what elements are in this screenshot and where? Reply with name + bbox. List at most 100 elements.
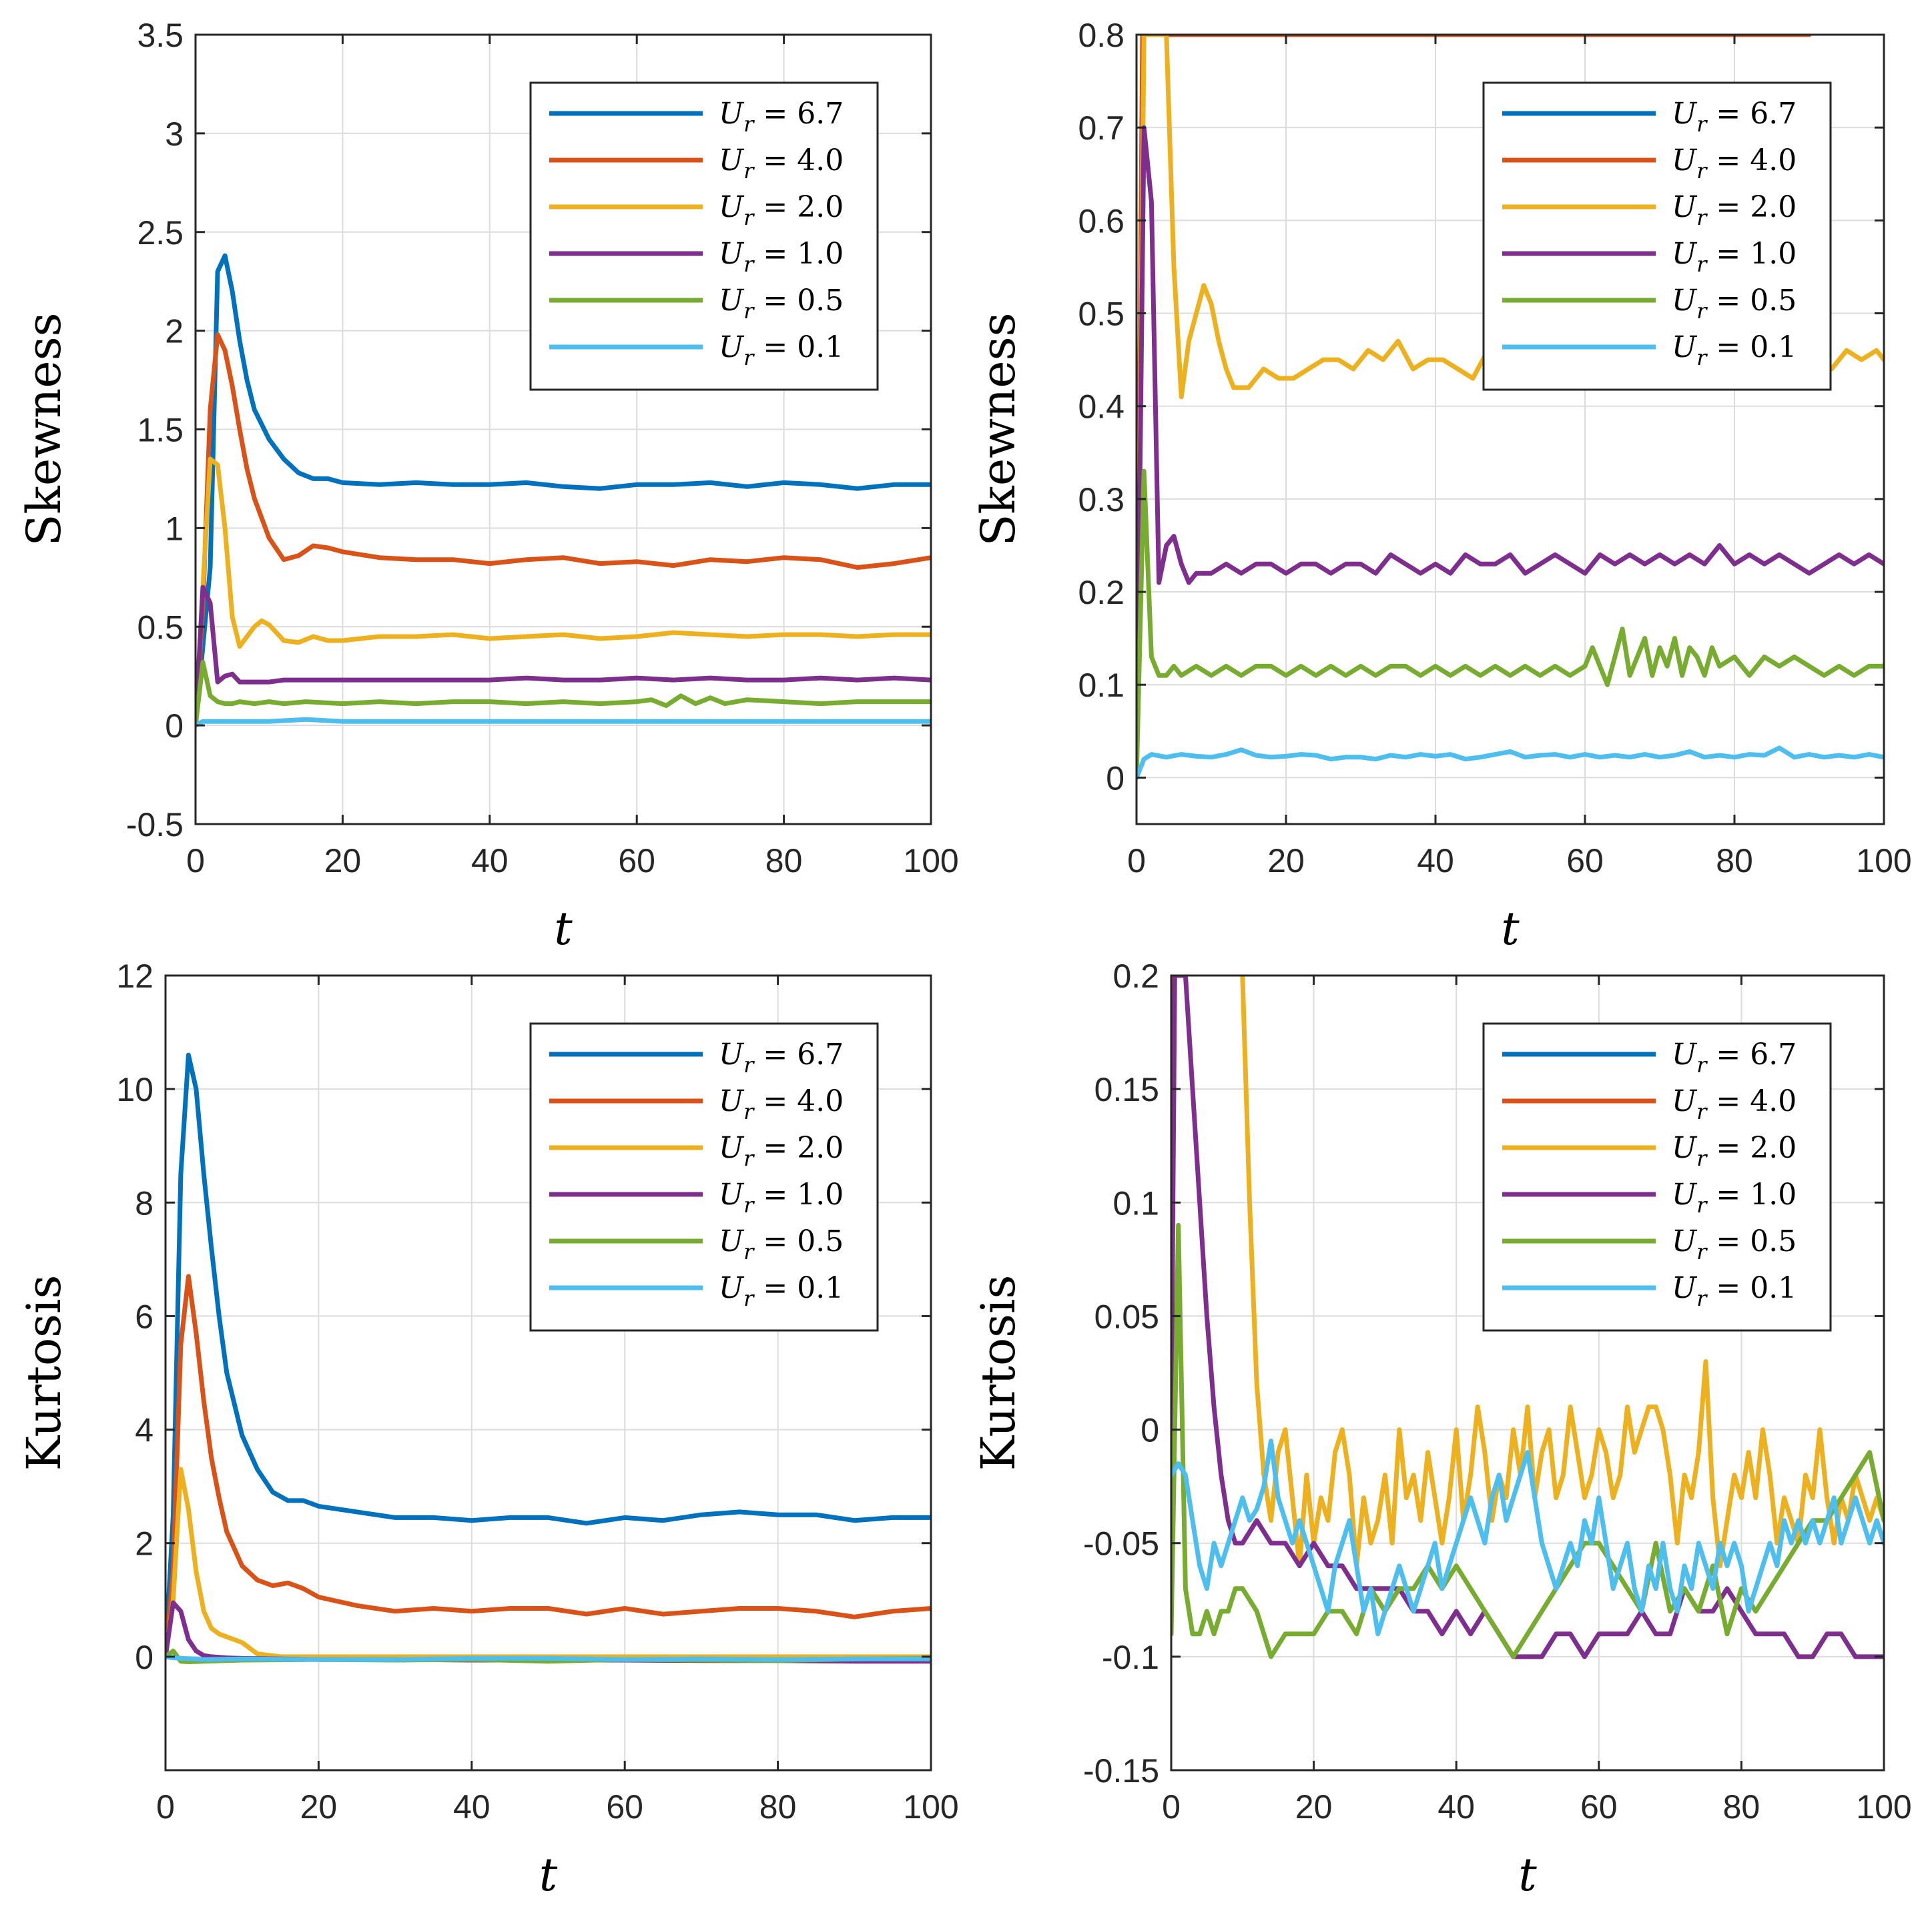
y-tick-label: 8 [135,1184,153,1222]
y-tick-label: 6 [135,1298,153,1335]
legend-value: = 1.0 [753,237,844,271]
x-tick-label: 100 [1856,1788,1911,1826]
y-tick-label: 0.15 [1094,1071,1159,1108]
legend-subscript: r [743,111,755,137]
series-line [1137,745,1884,780]
y-tick-label: -0.15 [1083,1752,1159,1790]
legend-symbol: U [719,190,745,224]
legend-subscript: r [1696,205,1708,230]
legend-subscript: r [1696,111,1708,137]
x-tick-label: 20 [324,842,362,879]
legend-label: Ur = 2.0 [719,190,844,230]
x-tick-label: 100 [1856,842,1911,879]
series-line [1137,468,1884,780]
legend-symbol: U [1672,1224,1698,1258]
legend-label: Ur = 0.5 [719,284,844,324]
legend-label: Ur = 6.7 [719,97,844,137]
series-line [196,717,931,728]
y-tick-label: 3 [165,115,184,153]
y-axis-label: Skewness [971,312,1026,546]
legend-subscript: r [1696,1286,1708,1311]
legend-label: Ur = 2.0 [1672,190,1797,230]
y-tick-label: 0.5 [1078,296,1124,333]
legend-value: = 6.7 [753,97,844,131]
legend-symbol: U [719,330,745,364]
y-tick-label: -0.1 [1102,1639,1159,1676]
legend-label: Ur = 4.0 [1672,1084,1797,1124]
series-line [166,1052,931,1659]
legend-value: = 4.0 [1706,143,1797,177]
x-axis-label: t [1501,903,1520,955]
panel-skew-full: 0 20 40 60 80 100-0.500.511.522.533.5tSkewnes… [17,17,959,955]
series-group [196,253,931,728]
legend-subscript: r [743,1192,755,1218]
y-tick-label: 0.7 [1078,109,1124,147]
legend: Ur = 6.7Ur = 4.0Ur = 2.0Ur = 1.0Ur = 0.5… [1482,81,1832,391]
legend-symbol: U [719,1131,745,1165]
panel-skew-zoom: 0 20 40 60 80 100 0 0.1 0.2 0.3 0.4 0.5 0.6 0.7 0.8 t Sk… [971,17,1912,955]
legend-label: Ur = 0.1 [719,1271,844,1311]
legend-value: = 6.7 [1706,1038,1797,1072]
y-tick-label: 0 [135,1639,153,1676]
y-axis-label: Kurtosis [971,1275,1026,1471]
x-tick-label: 80 [765,842,803,879]
legend-value: = 0.5 [1706,1224,1797,1258]
legend-subscript: r [1696,1099,1708,1124]
panel-kurt-zoom: 0 20 40 60 80 100 -0.15 -0.1 -0.05 0 0.05 0.1 0.15 0.… [971,958,1912,1902]
y-tick-label: 1.5 [137,412,184,449]
legend-subscript: r [743,1146,755,1171]
legend-label: Ur = 1.0 [719,1178,844,1218]
y-tick-label: 0.5 [137,609,184,646]
legend-label: Ur = 4.0 [719,1084,844,1124]
x-tick-label: 40 [453,1788,491,1826]
x-tick-label: 40 [1417,842,1454,879]
series-line [1171,1222,1884,1659]
x-tick-label: 100 [903,842,958,879]
legend-label: Ur = 6.7 [1672,1038,1797,1078]
legend-symbol: U [1672,1271,1698,1305]
legend-symbol: U [719,1224,745,1258]
legend-value: = 0.5 [753,1224,844,1258]
legend-subscript: r [743,252,755,277]
legend-symbol: U [1672,1178,1698,1212]
y-tick-label: 1 [165,510,184,547]
legend-subscript: r [1696,1052,1708,1078]
series-line [196,456,931,728]
series-line [196,253,931,728]
x-tick-label: 20 [300,1788,338,1826]
legend-label: Ur = 0.1 [1672,330,1797,370]
series-line [166,1274,931,1659]
y-tick-label: 0.1 [1112,1184,1159,1222]
x-tick-label: 20 [1295,1788,1333,1826]
legend-symbol: U [1672,284,1698,318]
legend-value: = 2.0 [1706,190,1797,224]
x-tick-label: 0 [186,842,205,879]
legend-symbol: U [1672,97,1698,131]
y-tick-label: 0.05 [1094,1298,1159,1335]
x-tick-label: 60 [606,1788,643,1826]
y-tick-label: 2.5 [137,214,184,252]
legend-value: = 6.7 [753,1038,844,1072]
legend-subscript: r [1696,345,1708,370]
y-tick-label: 4 [135,1412,153,1449]
x-axis-label: t [1518,1849,1537,1902]
series-group [1171,976,1884,1659]
series-line [166,1467,931,1659]
legend-value: = 1.0 [1706,237,1797,271]
series-line [166,1654,931,1662]
x-tick-label: 60 [618,842,655,879]
legend-box [1482,81,1832,391]
legend-label: Ur = 0.1 [1672,1271,1797,1311]
legend-box [529,1022,879,1332]
y-tick-label: 0.6 [1078,202,1124,240]
legend-subscript: r [1696,252,1708,277]
legend-subscript: r [743,1239,755,1264]
y-axis-label: Skewness [17,312,71,546]
x-tick-label: 0 [1162,1788,1181,1826]
series-line [196,332,931,728]
legend-subscript: r [743,1099,755,1124]
y-tick-label: 0.2 [1112,958,1159,995]
legend-subscript: r [1696,1192,1708,1218]
legend-label: Ur = 2.0 [1672,1131,1797,1171]
legend-value: = 0.1 [1706,330,1797,364]
